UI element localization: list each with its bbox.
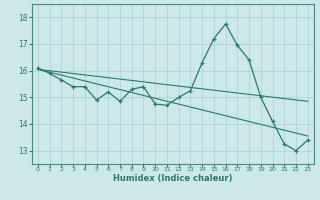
X-axis label: Humidex (Indice chaleur): Humidex (Indice chaleur) — [113, 174, 233, 183]
